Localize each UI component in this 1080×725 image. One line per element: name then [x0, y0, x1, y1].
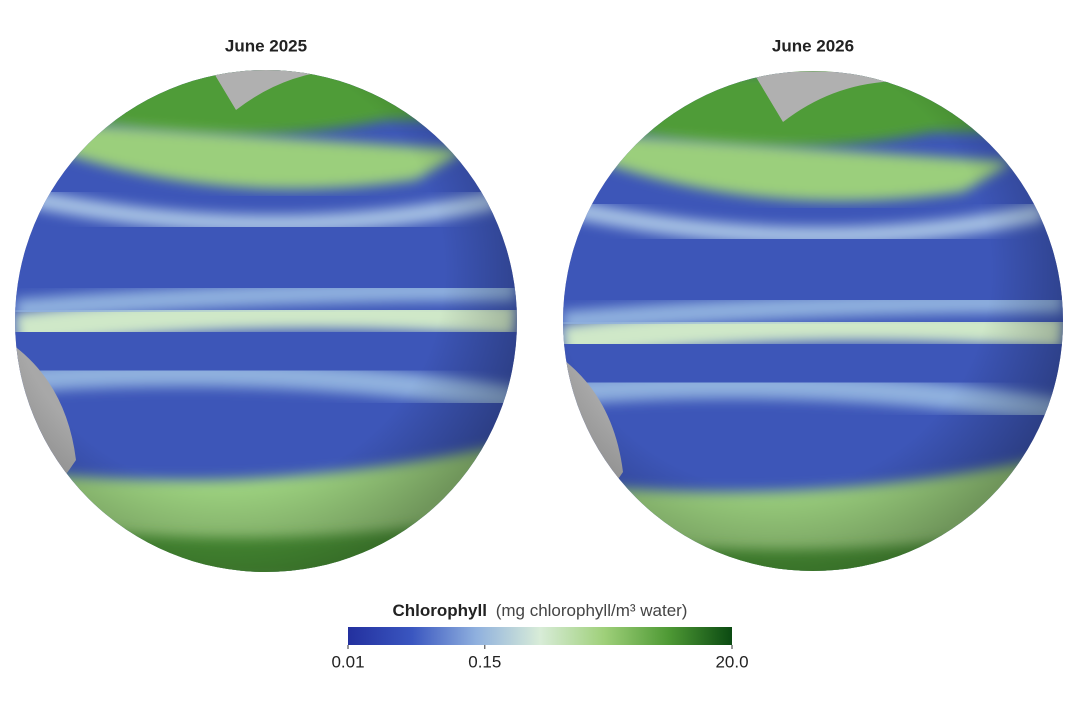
colorbar: 0.01 0.15 20.0	[331, 627, 749, 671]
colorbar-unit: (mg chlorophyll/m³ water)	[496, 601, 688, 620]
colorbar-title: Chlorophyll (mg chlorophyll/m³ water)	[393, 601, 688, 620]
colorbar-tick-label: 0.15	[468, 652, 501, 671]
globe-left	[15, 70, 517, 572]
map-title: June 2025	[225, 36, 307, 55]
map-title: June 2026	[772, 36, 854, 55]
colorbar-name: Chlorophyll	[393, 601, 487, 620]
colorbar-tick-label: 20.0	[715, 652, 748, 671]
colorbar-tick-label: 0.01	[331, 652, 364, 671]
globe-right	[563, 71, 1063, 571]
colorbar-bar	[348, 627, 732, 645]
